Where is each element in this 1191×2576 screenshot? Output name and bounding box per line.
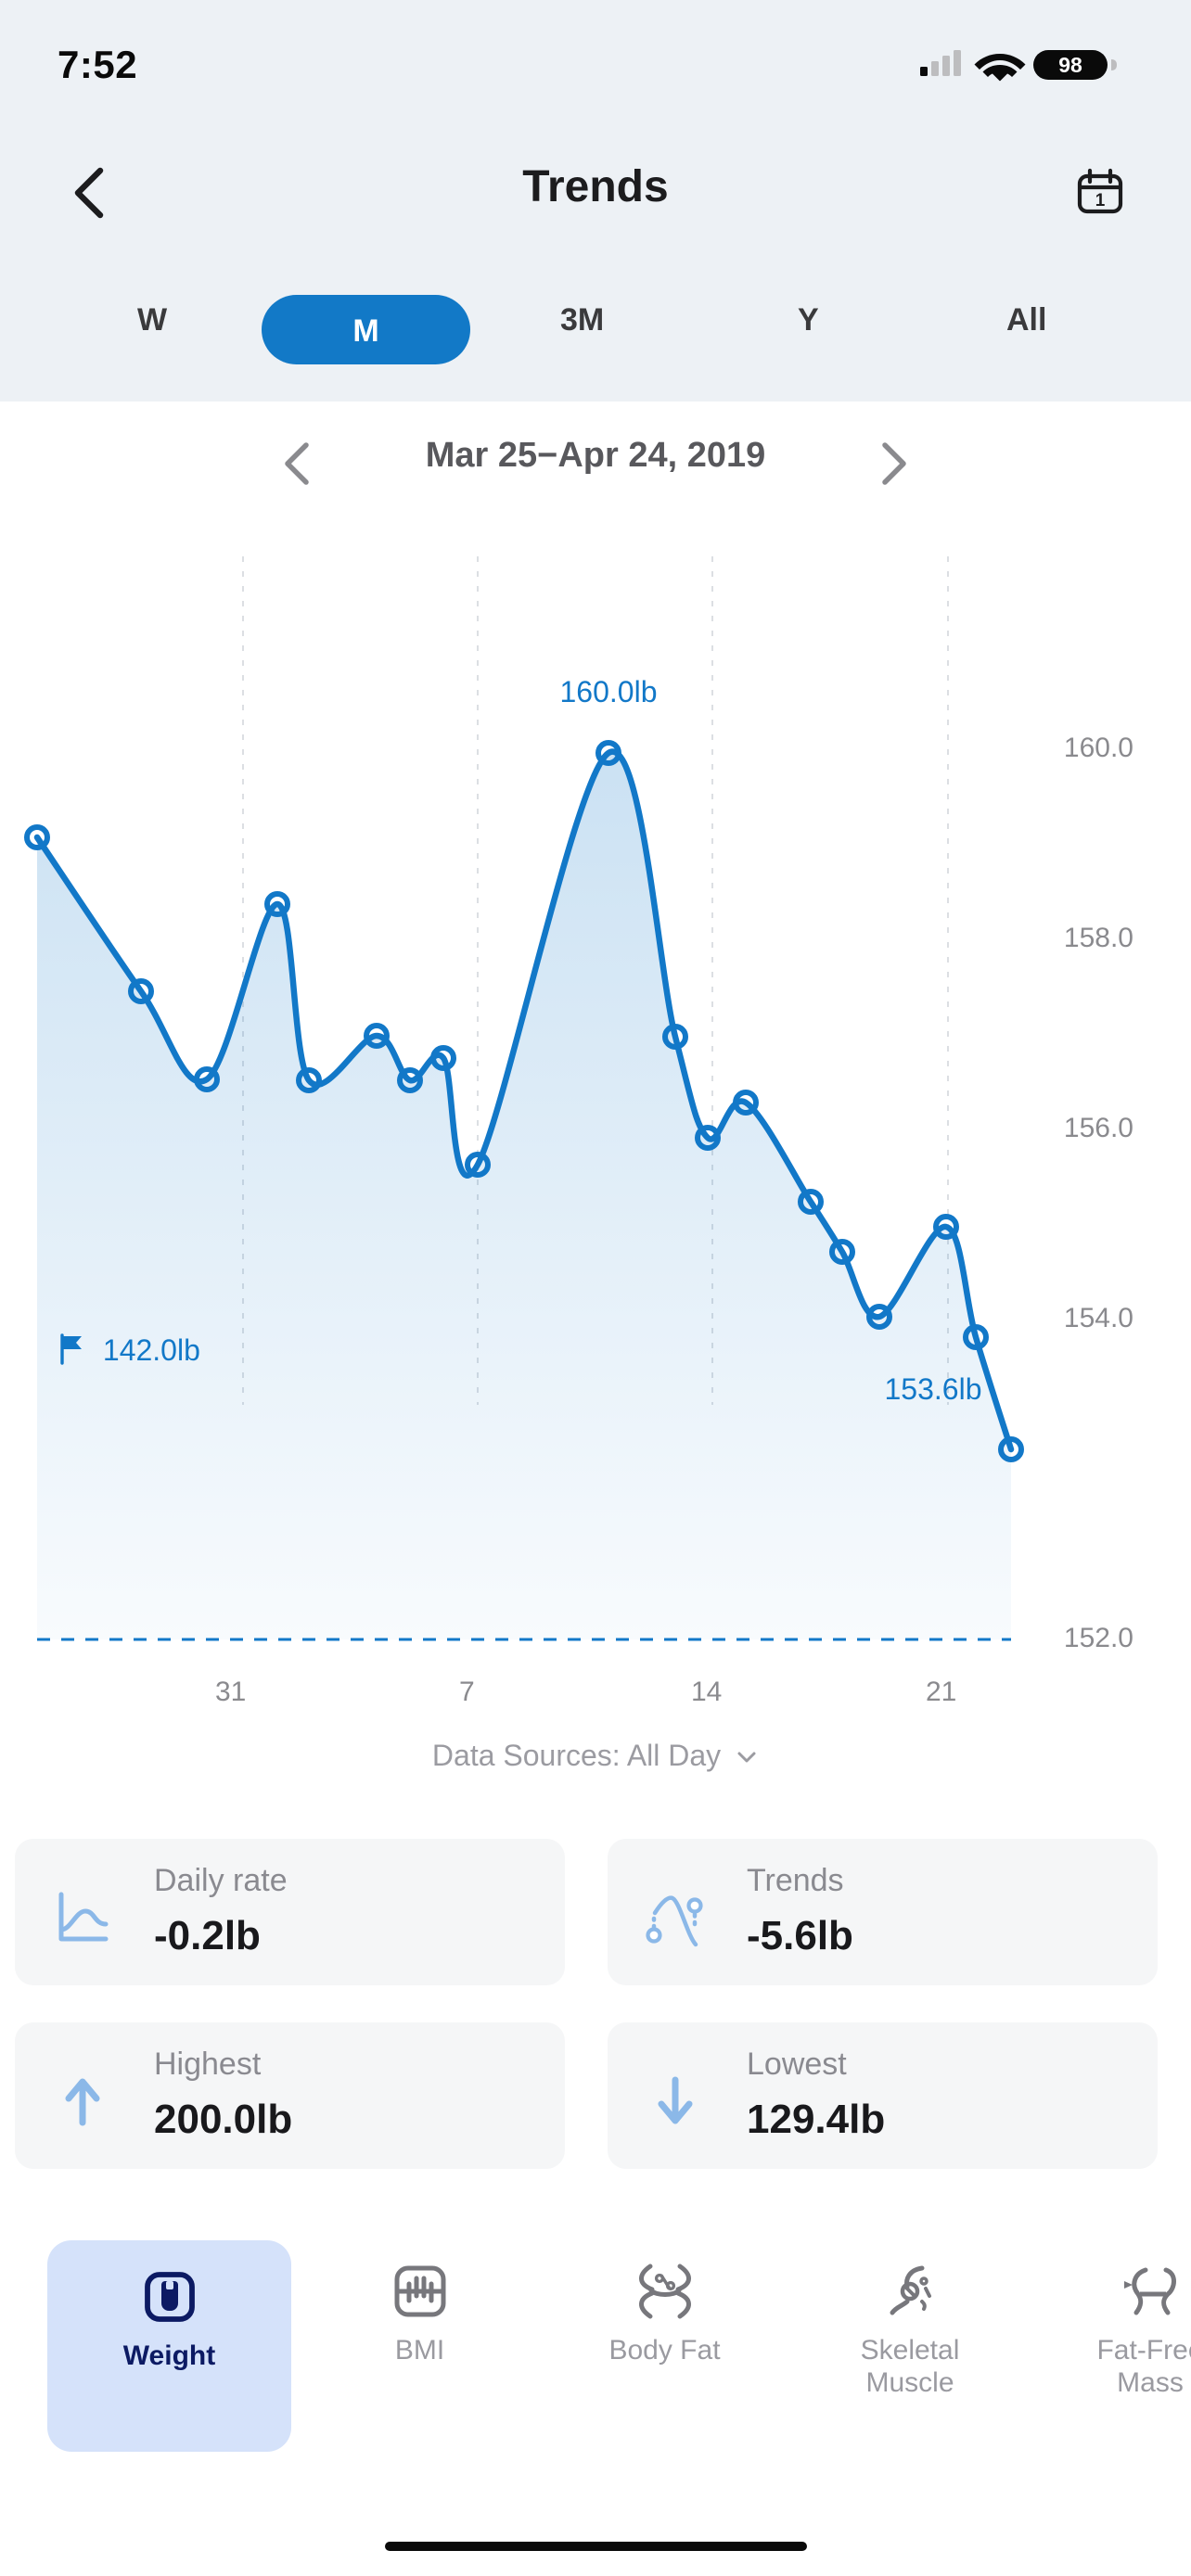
svg-text:1: 1 [1095, 191, 1106, 210]
